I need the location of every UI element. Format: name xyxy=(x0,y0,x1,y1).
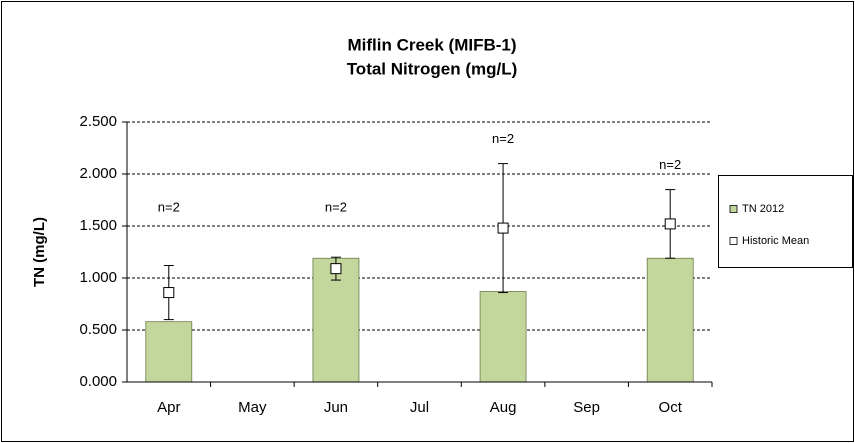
legend-swatch xyxy=(729,205,738,213)
annotation: n=2 xyxy=(325,199,347,214)
legend-label: Historic Mean xyxy=(742,235,809,247)
x-tick-label: Sep xyxy=(573,399,600,416)
x-tick-label: Jul xyxy=(410,399,429,416)
y-axis-title: TN (mg/L) xyxy=(31,217,48,287)
annotation: n=2 xyxy=(492,131,514,146)
x-tick-label: Oct xyxy=(659,399,683,416)
y-tick-label: 1.500 xyxy=(79,217,117,234)
annotation: n=2 xyxy=(158,199,180,214)
y-tick-label: 0.500 xyxy=(79,321,117,338)
bar xyxy=(646,257,694,383)
x-tick-label: Apr xyxy=(157,399,180,416)
marker xyxy=(163,287,175,299)
marker xyxy=(497,222,509,234)
x-tick-label: Jun xyxy=(324,399,348,416)
bar xyxy=(479,291,527,383)
y-tick-label: 0.000 xyxy=(79,373,117,390)
chart-subtitle: Total Nitrogen (mg/L) xyxy=(347,59,518,78)
marker xyxy=(664,218,676,230)
x-tick-label: Aug xyxy=(490,399,517,416)
legend-swatch xyxy=(729,237,738,245)
y-tick-label: 2.000 xyxy=(79,165,117,182)
chart-title: Miflin Creek (MIFB-1) xyxy=(347,35,516,54)
legend-box xyxy=(718,175,853,268)
y-tick-label: 2.500 xyxy=(79,113,117,130)
marker xyxy=(330,263,342,275)
y-tick-label: 1.000 xyxy=(79,269,117,286)
bar xyxy=(145,321,193,383)
annotation: n=2 xyxy=(659,157,681,172)
legend-label: TN 2012 xyxy=(742,203,784,215)
x-tick-label: May xyxy=(238,399,267,416)
